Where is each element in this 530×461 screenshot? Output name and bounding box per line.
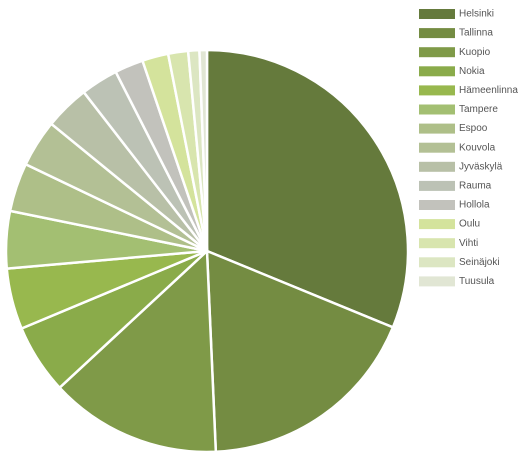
legend-label: Espoo: [459, 123, 488, 134]
legend-swatch: [419, 180, 455, 191]
legend-label: Rauma: [459, 181, 492, 192]
legend-swatch: [419, 104, 455, 115]
legend-label: Seinäjoki: [459, 257, 500, 268]
legend-label: Tuusula: [459, 276, 495, 287]
legend-swatch: [419, 47, 455, 58]
pie-slice: [198, 48, 209, 252]
legend-swatch: [419, 257, 455, 268]
legend-swatch: [419, 123, 455, 134]
legend-swatch: [419, 276, 455, 287]
legend-label: Nokia: [459, 66, 485, 77]
legend-label: Hämeenlinna: [459, 85, 518, 96]
legend-label: Tallinna: [459, 28, 493, 39]
pie-slice: [57, 248, 218, 454]
legend-label: Tampere: [459, 104, 498, 115]
legend-swatch: [419, 200, 455, 210]
legend-label: Hollola: [459, 200, 490, 211]
legend-label: Helsinki: [459, 9, 494, 20]
pie-slice: [205, 48, 410, 329]
pie-slice: [205, 249, 395, 454]
legend-swatch: [419, 238, 455, 249]
legend-swatch: [419, 142, 455, 153]
legend-swatch: [419, 219, 455, 230]
legend-swatch: [419, 85, 455, 96]
legend-label: Jyväskylä: [459, 161, 503, 172]
legend-label: Kouvola: [459, 142, 496, 153]
legend-label: Kuopio: [459, 47, 491, 58]
legend-swatch: [419, 66, 455, 77]
legend-label: Vihti: [459, 238, 478, 249]
legend-swatch: [419, 161, 455, 172]
legend-swatch: [419, 28, 455, 39]
legend-label: Oulu: [459, 219, 480, 230]
legend-swatch: [419, 9, 455, 19]
